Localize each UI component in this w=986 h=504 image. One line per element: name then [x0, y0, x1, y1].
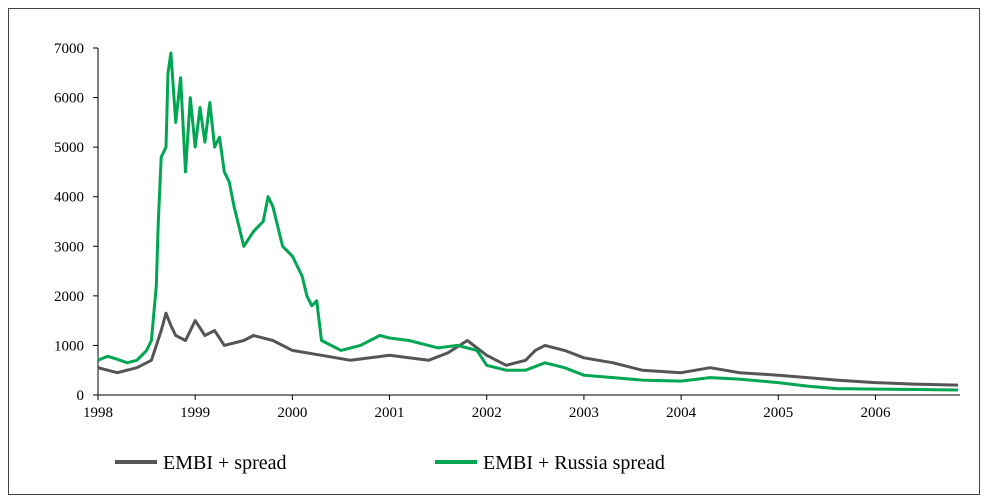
y-tick-label: 4000: [54, 190, 84, 206]
x-tick-label: 2001: [375, 405, 405, 421]
y-tick-label: 5000: [54, 140, 84, 156]
y-tick-label: 2000: [54, 289, 84, 305]
y-tick-label: 1000: [54, 338, 84, 354]
x-tick-label: 2000: [277, 405, 307, 421]
x-tick-label: 1999: [180, 405, 210, 421]
y-tick-label: 0: [77, 388, 85, 404]
frame: [8, 8, 980, 495]
legend-label: EMBI + spread: [163, 452, 286, 474]
x-tick-label: 2004: [666, 405, 697, 421]
x-tick-label: 2003: [569, 405, 599, 421]
x-tick-label: 1998: [83, 405, 113, 421]
y-tick-label: 3000: [54, 239, 84, 255]
x-tick-label: 2002: [472, 405, 502, 421]
x-tick-label: 2006: [860, 405, 891, 421]
y-tick-label: 7000: [54, 41, 84, 57]
series-line: [97, 51, 959, 392]
y-tick-label: 6000: [54, 91, 84, 107]
x-tick-label: 2005: [763, 405, 793, 421]
legend-label: EMBI + Russia spread: [483, 452, 665, 474]
series-line: [97, 311, 959, 387]
